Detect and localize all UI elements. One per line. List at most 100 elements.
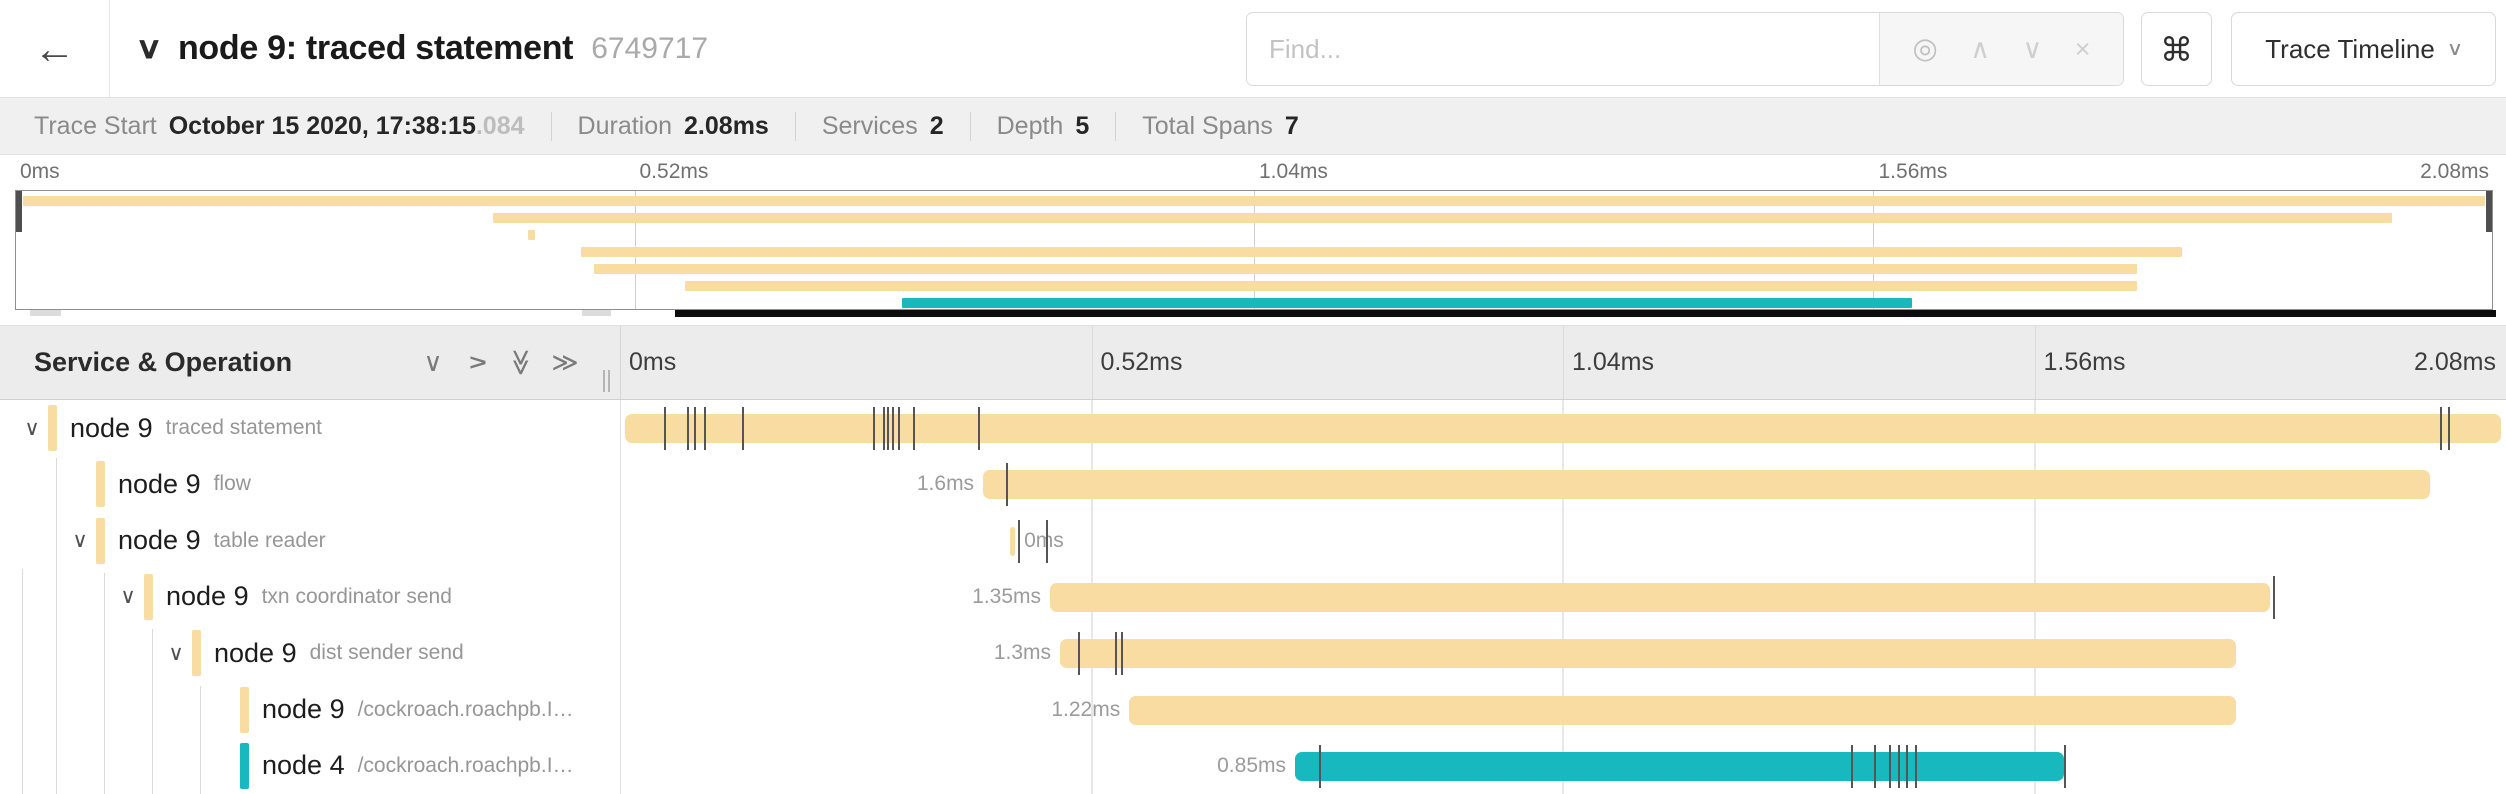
- timeline-gridline: [1563, 326, 1564, 399]
- span-operation-name: /cockroach.roachpb.I…: [357, 753, 574, 777]
- span-log-marker[interactable]: [977, 407, 980, 450]
- scrollbar-thumb[interactable]: [675, 310, 2496, 317]
- span-row[interactable]: node 9 flow 1.6ms: [0, 456, 2506, 512]
- span-duration-label: 1.22ms: [1051, 697, 1121, 721]
- span-log-marker[interactable]: [891, 407, 894, 450]
- span-log-marker[interactable]: [1046, 519, 1049, 563]
- summary-label: Depth: [996, 111, 1064, 140]
- left-scrubber-handle[interactable]: [16, 191, 22, 232]
- column-resizer-grip[interactable]: [602, 370, 612, 392]
- trace-view-label: Trace Timeline: [2265, 33, 2435, 64]
- span-bar[interactable]: [1050, 582, 2271, 612]
- span-log-marker[interactable]: [882, 407, 885, 450]
- keyboard-shortcuts-button[interactable]: ⌘: [2141, 12, 2212, 86]
- span-log-marker[interactable]: [2447, 407, 2450, 450]
- span-bar[interactable]: [1060, 639, 2236, 669]
- find-input[interactable]: [1247, 13, 1879, 85]
- span-color-indicator: [240, 686, 249, 733]
- timeline-time-tick: 0.52ms: [1100, 348, 1183, 376]
- span-log-marker[interactable]: [663, 407, 666, 450]
- clear-icon[interactable]: ×: [2074, 33, 2091, 64]
- span-color-indicator: [192, 630, 201, 677]
- right-scrubber-handle[interactable]: [2486, 191, 2492, 232]
- span-log-marker[interactable]: [1850, 744, 1853, 788]
- span-service-name: node 9: [118, 468, 201, 499]
- span-bar[interactable]: [625, 414, 2501, 443]
- span-log-marker[interactable]: [1006, 463, 1009, 507]
- span-log-marker[interactable]: [1120, 632, 1123, 676]
- span-log-marker[interactable]: [1897, 744, 1900, 788]
- span-color-indicator: [96, 517, 105, 564]
- span-bar-area: 0.85ms: [620, 738, 2506, 794]
- span-log-marker[interactable]: [1889, 744, 1892, 788]
- span-duration-label: 0.85ms: [1217, 753, 1286, 777]
- span-log-marker[interactable]: [1906, 744, 1909, 788]
- scrollbar-mark: [30, 310, 61, 316]
- expand-chevron-icon[interactable]: ∨: [72, 529, 88, 553]
- span-log-marker[interactable]: [742, 407, 745, 450]
- span-log-marker[interactable]: [897, 407, 900, 450]
- span-duration-label: 1.3ms: [993, 641, 1052, 665]
- span-log-marker[interactable]: [1914, 744, 1917, 788]
- expand-all-icon[interactable]: ≫: [551, 347, 579, 377]
- span-row[interactable]: ∨ node 9 dist sender send 1.3ms: [0, 625, 2506, 681]
- span-log-marker[interactable]: [1318, 744, 1321, 788]
- service-operation-header: Service & Operation: [34, 347, 293, 377]
- span-bar-area: 1.6ms: [620, 456, 2506, 512]
- back-button[interactable]: ←: [0, 0, 110, 97]
- summary-value-suffix: .084: [475, 111, 525, 140]
- indent-guide: [22, 569, 23, 794]
- collapse-one-icon[interactable]: ∨: [423, 347, 443, 377]
- minimap-canvas[interactable]: [15, 190, 2493, 310]
- span-log-marker[interactable]: [1115, 632, 1118, 676]
- expand-chevron-icon[interactable]: ∨: [24, 416, 40, 440]
- next-result-icon[interactable]: ∨: [2022, 33, 2043, 64]
- span-bar[interactable]: [1010, 526, 1016, 556]
- span-row[interactable]: ∨ node 9 txn coordinator send 1.35ms: [0, 569, 2506, 625]
- span-log-marker[interactable]: [693, 407, 696, 450]
- span-row[interactable]: ∨ node 9 table reader 0ms: [0, 513, 2506, 569]
- span-log-marker[interactable]: [2273, 575, 2276, 619]
- page-title: node 9: traced statement: [177, 29, 574, 67]
- timeline-gridline: [1091, 326, 1093, 399]
- top-bar: ← ∨ node 9: traced statement 6749717 ◎ ∧ ∨…: [0, 0, 2506, 97]
- span-log-marker[interactable]: [1017, 519, 1020, 563]
- span-log-marker[interactable]: [887, 407, 890, 450]
- span-log-marker[interactable]: [703, 407, 706, 450]
- span-color-indicator: [240, 742, 249, 789]
- trace-view-dropdown[interactable]: Trace Timeline ∨: [2231, 12, 2496, 86]
- span-bar[interactable]: [983, 470, 2430, 500]
- summary-label: Trace Start: [34, 111, 157, 140]
- span-log-marker[interactable]: [1874, 744, 1876, 788]
- expand-chevron-icon[interactable]: ∨: [120, 585, 136, 609]
- span-operation-name: flow: [213, 472, 251, 496]
- expand-chevron-icon[interactable]: ∨: [168, 641, 184, 665]
- locate-icon[interactable]: ◎: [1912, 32, 1938, 65]
- span-color-indicator: [48, 405, 57, 451]
- span-log-marker[interactable]: [1078, 632, 1081, 676]
- summary-item: Services 2: [794, 111, 970, 141]
- span-log-marker[interactable]: [912, 407, 915, 450]
- span-bar[interactable]: [1294, 751, 2064, 781]
- span-row[interactable]: node 4/cockroach.roachpb.I… 0.85ms: [0, 738, 2506, 794]
- minimap-time-tick: 0.52ms: [639, 160, 709, 183]
- minimap-span-bar: [22, 196, 2486, 206]
- minimap-span-bar: [593, 264, 2138, 274]
- minimap-span-bar: [902, 298, 1912, 308]
- span-color-indicator: [144, 573, 153, 620]
- span-log-marker[interactable]: [2439, 407, 2442, 450]
- span-bar-area: 1.35ms: [620, 569, 2506, 625]
- summary-item: Duration 2.08ms: [550, 111, 795, 141]
- span-log-marker[interactable]: [686, 407, 689, 450]
- span-row[interactable]: ∨ node 9 traced statement: [0, 400, 2506, 456]
- prev-result-icon[interactable]: ∧: [1970, 33, 1991, 64]
- summary-label: Duration: [577, 111, 673, 140]
- span-log-marker[interactable]: [2063, 744, 2066, 788]
- span-log-marker[interactable]: [872, 407, 875, 450]
- span-name: node 9 dist sender send: [214, 625, 464, 681]
- span-row[interactable]: node 9/cockroach.roachpb.I… 1.22ms: [0, 682, 2506, 738]
- span-bar[interactable]: [1129, 695, 2236, 725]
- collapse-trace-icon[interactable]: ∨: [135, 32, 163, 65]
- summary-item: Total Spans 7: [1115, 111, 1325, 141]
